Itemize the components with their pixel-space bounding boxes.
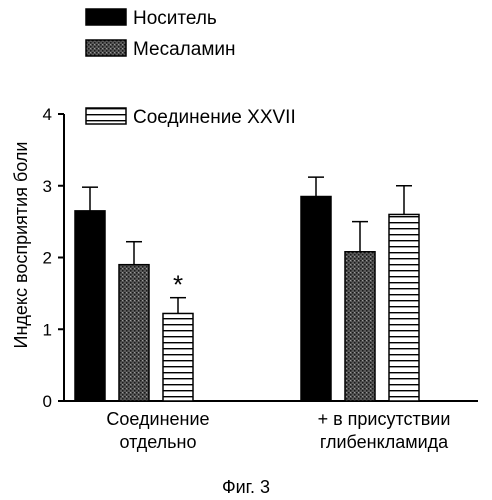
legend: Носитель Месаламин Соединение XXVII	[86, 8, 296, 128]
labels: Соединение отдельно + в присутствии глибенк…	[106, 409, 450, 452]
bar	[75, 211, 105, 401]
group-label: отдельно	[119, 432, 196, 452]
legend-label: Носитель	[133, 8, 217, 29]
significance-marker: *	[173, 270, 183, 300]
bar	[389, 214, 419, 401]
y-tick-label: 4	[43, 105, 52, 124]
legend-swatch	[86, 9, 126, 25]
bar	[301, 197, 331, 401]
y-tick-label: 0	[43, 392, 52, 411]
figure-caption: Фиг. 3	[222, 477, 270, 497]
group-label: Соединение	[106, 409, 209, 429]
legend-swatch	[86, 40, 126, 56]
legend-label: Соединение XXVII	[133, 107, 296, 128]
legend-label: Месаламин	[133, 39, 236, 60]
y-tick-label: 3	[43, 177, 52, 196]
group-label: + в присутствии	[318, 409, 451, 429]
legend-swatch	[86, 108, 126, 124]
bars: *	[75, 177, 419, 401]
bar	[345, 252, 375, 401]
y-tick-label: 2	[43, 249, 52, 268]
bar	[119, 265, 149, 401]
bar	[163, 313, 193, 401]
y-axis-label: Индекс восприятия боли	[11, 142, 31, 349]
group-label: глибенкламида	[320, 432, 449, 452]
y-tick-label: 1	[43, 320, 52, 339]
